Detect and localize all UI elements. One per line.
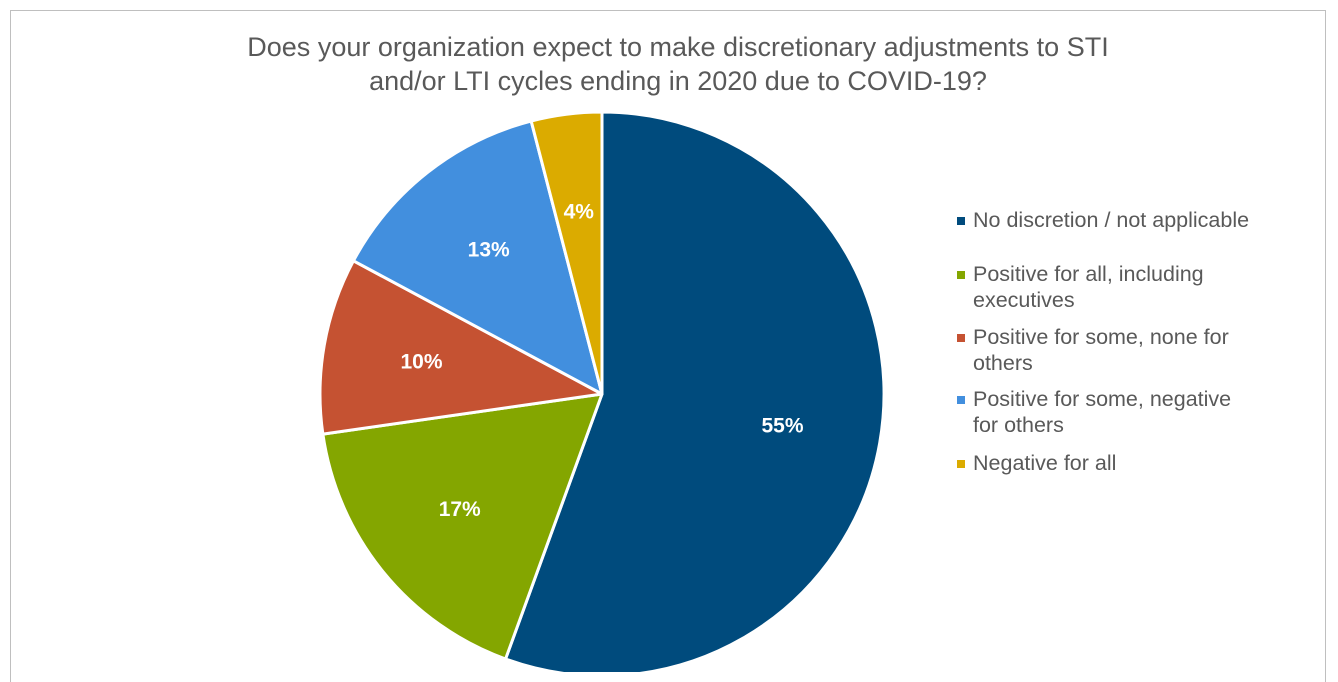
pie-slice-positive-some-negative — [351, 119, 604, 396]
data-label-positive-all: 17% — [439, 498, 481, 521]
legend-swatch — [957, 271, 965, 279]
legend-swatch — [957, 217, 965, 225]
data-label-positive-some-negative: 13% — [468, 238, 510, 261]
legend-item-no-discretion: No discretion / not applicable — [957, 207, 1327, 233]
pie-slice-negative-all — [529, 110, 604, 396]
legend-item-negative-all: Negative for all — [957, 450, 1327, 476]
chart-title: Does your organization expect to make di… — [0, 30, 1338, 98]
legend-item-positive-all: Positive for all, including executives — [957, 261, 1327, 313]
legend-label: Negative for all — [973, 451, 1117, 475]
data-label-positive-some-none: 10% — [400, 351, 442, 374]
pie-slice-positive-all — [321, 392, 604, 661]
legend-label: executives — [973, 288, 1075, 312]
data-label-no-discretion: 55% — [761, 414, 803, 437]
data-label-negative-all: 4% — [564, 201, 595, 224]
legend-swatch — [957, 396, 965, 404]
legend-label: No discretion / not applicable — [973, 208, 1250, 232]
legend-label: for others — [973, 413, 1064, 437]
legend-label: Positive for all, including — [973, 262, 1204, 286]
legend-swatch — [957, 334, 965, 342]
legend-label: others — [973, 351, 1033, 375]
legend-label: Positive for some, negative — [973, 387, 1232, 411]
pie-data-labels: 55% 17% 10% 13% 4% — [400, 201, 803, 521]
chart-title-line-2: and/or LTI cycles ending in 2020 due to … — [369, 66, 987, 96]
legend: No discretion / not applicable Positive … — [957, 207, 1327, 476]
pie-slice-positive-some-none — [318, 259, 604, 436]
legend-label: Positive for some, none for — [973, 325, 1229, 349]
legend-swatch — [957, 460, 965, 468]
pie-slices — [318, 110, 886, 672]
legend-item-positive-some-negative: Positive for some, negative for others — [957, 386, 1327, 438]
legend-item-positive-some-none: Positive for some, none for others — [957, 324, 1327, 376]
chart-title-line-1: Does your organization expect to make di… — [247, 32, 1109, 62]
